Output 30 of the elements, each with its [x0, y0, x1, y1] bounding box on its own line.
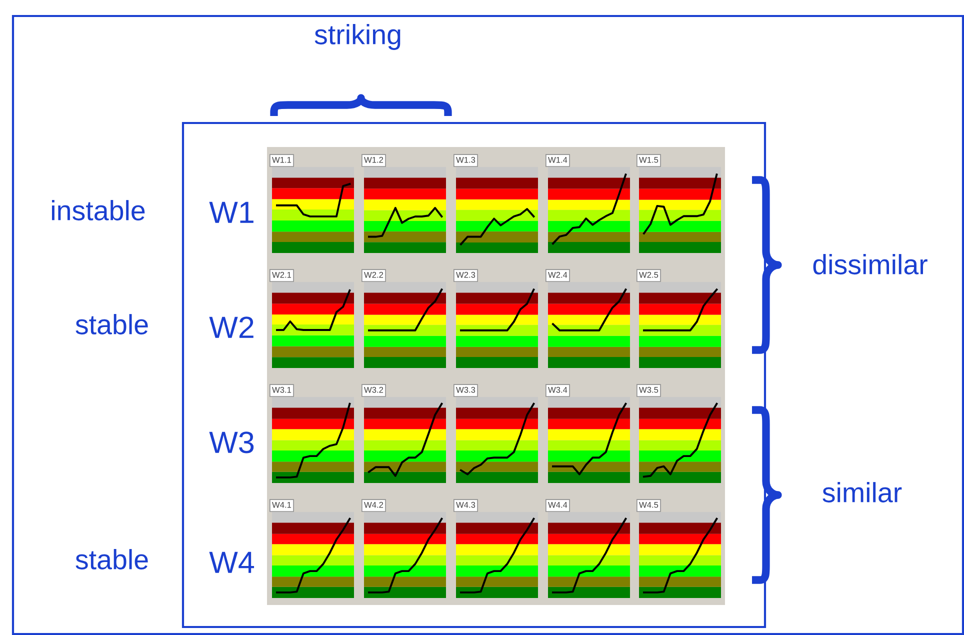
text: dissimilar: [813, 254, 928, 274]
text: similar: [822, 482, 902, 502]
text: W4: [209, 552, 254, 573]
text: W2: [209, 316, 254, 338]
chart-title: W4.4: [548, 502, 568, 508]
chart-title: W4.1: [272, 502, 292, 508]
chart-title: W1.1: [272, 156, 292, 163]
chart-title: W2.1: [272, 272, 292, 278]
chart-title: W1.2: [364, 156, 384, 163]
chart-title: W2.2: [364, 272, 384, 278]
chart-title: W4.5: [639, 502, 658, 508]
text: W3: [209, 432, 254, 454]
chart-title: W1.4: [548, 156, 568, 163]
chart-title: W2.4: [548, 272, 568, 278]
chart-title: W3.1: [272, 386, 292, 393]
chart-title: W1.3: [456, 156, 476, 163]
text: stable: [76, 314, 148, 334]
chart-title: W4.3: [456, 502, 476, 508]
chart-title: W3.5: [639, 386, 658, 393]
chart-title: W3.3: [456, 386, 476, 393]
chart-title: W3.4: [548, 386, 568, 393]
chart-title: W3.2: [364, 386, 384, 393]
text: W1: [209, 202, 254, 223]
text: stable: [76, 549, 148, 570]
chart-title: W2.5: [639, 272, 658, 278]
chart-title: W4.2: [364, 502, 384, 508]
text: instable: [52, 200, 145, 220]
text: striking: [314, 24, 400, 50]
chart-title: W2.3: [456, 272, 476, 278]
chart-title: W1.5: [639, 156, 658, 163]
